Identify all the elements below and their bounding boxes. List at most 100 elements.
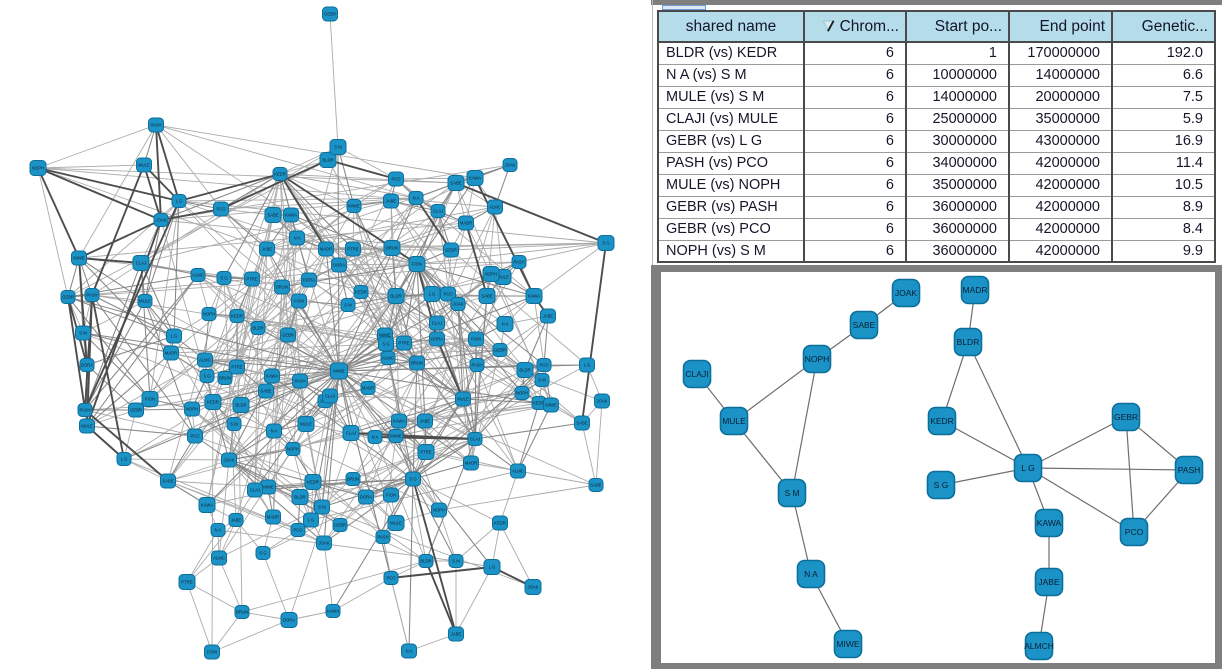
svg-text:MADR: MADR bbox=[362, 386, 374, 391]
svg-text:PCO: PCO bbox=[216, 207, 226, 212]
svg-text:CLAJ: CLAJ bbox=[433, 209, 443, 214]
svg-text:KEDR: KEDR bbox=[207, 400, 219, 405]
svg-text:JABE: JABE bbox=[543, 314, 554, 319]
svg-text:L G: L G bbox=[584, 363, 591, 368]
svg-text:BLDR: BLDR bbox=[420, 559, 431, 564]
svg-text:MULE: MULE bbox=[300, 422, 312, 427]
svg-text:JOAK: JOAK bbox=[895, 288, 918, 298]
svg-text:BRUN: BRUN bbox=[276, 285, 288, 290]
svg-text:KAWA: KAWA bbox=[201, 503, 213, 508]
svg-text:PTRE: PTRE bbox=[347, 247, 358, 252]
svg-text:JOAK: JOAK bbox=[453, 302, 464, 307]
svg-text:JOAK: JOAK bbox=[319, 541, 330, 546]
svg-text:S G: S G bbox=[409, 477, 416, 482]
svg-text:L G: L G bbox=[489, 565, 496, 570]
svg-text:S M: S M bbox=[334, 145, 342, 150]
svg-text:CLAJI: CLAJI bbox=[685, 369, 708, 379]
svg-text:PCO: PCO bbox=[391, 177, 401, 182]
svg-text:FION: FION bbox=[412, 262, 422, 267]
svg-text:NOPH: NOPH bbox=[516, 391, 528, 396]
svg-text:L G: L G bbox=[1021, 463, 1034, 473]
svg-text:GEBR: GEBR bbox=[324, 12, 336, 17]
svg-text:PCO: PCO bbox=[190, 434, 200, 439]
svg-text:PASH: PASH bbox=[1178, 465, 1201, 475]
svg-text:L G: L G bbox=[308, 518, 315, 523]
svg-text:MULE: MULE bbox=[390, 521, 402, 526]
svg-text:BLDR: BLDR bbox=[390, 294, 401, 299]
svg-text:S G: S G bbox=[934, 480, 949, 490]
svg-text:N A: N A bbox=[804, 569, 818, 579]
svg-text:DORA: DORA bbox=[431, 337, 443, 342]
svg-text:KEDR: KEDR bbox=[307, 480, 319, 485]
svg-text:PASH: PASH bbox=[471, 363, 482, 368]
svg-text:S M: S M bbox=[79, 331, 87, 336]
svg-text:MIWE: MIWE bbox=[262, 485, 274, 490]
svg-text:BLDR: BLDR bbox=[519, 368, 530, 373]
svg-text:DORA: DORA bbox=[81, 363, 93, 368]
svg-text:NOPH: NOPH bbox=[287, 447, 299, 452]
svg-text:PASH: PASH bbox=[294, 379, 305, 384]
svg-text:PCO: PCO bbox=[1125, 527, 1144, 537]
svg-text:KEDR: KEDR bbox=[274, 172, 286, 177]
svg-text:S G: S G bbox=[259, 551, 266, 556]
svg-text:FION: FION bbox=[145, 397, 155, 402]
svg-text:PTRE: PTRE bbox=[420, 450, 431, 455]
svg-text:MADR: MADR bbox=[165, 351, 177, 356]
svg-text:DORA: DORA bbox=[360, 495, 372, 500]
svg-text:DORA: DORA bbox=[283, 618, 295, 623]
svg-text:KAWA: KAWA bbox=[469, 176, 481, 181]
svg-text:GEBR: GEBR bbox=[62, 295, 74, 300]
svg-text:JOAK: JOAK bbox=[528, 585, 539, 590]
svg-text:MULE: MULE bbox=[497, 275, 509, 280]
svg-text:SABE: SABE bbox=[576, 421, 587, 426]
svg-text:S G: S G bbox=[382, 342, 389, 347]
svg-text:MULE: MULE bbox=[138, 163, 150, 168]
svg-text:MIWE: MIWE bbox=[333, 369, 345, 374]
svg-text:PASH: PASH bbox=[150, 123, 161, 128]
svg-text:JOAK: JOAK bbox=[224, 458, 235, 463]
svg-text:PCO: PCO bbox=[293, 528, 303, 533]
svg-text:KEDR: KEDR bbox=[355, 290, 367, 295]
svg-text:JABE: JABE bbox=[1038, 577, 1060, 587]
svg-text:KAWA: KAWA bbox=[285, 213, 297, 218]
svg-text:ALMC: ALMC bbox=[489, 205, 501, 210]
svg-text:S G: S G bbox=[220, 276, 227, 281]
svg-text:S M: S M bbox=[318, 505, 326, 510]
svg-text:JABE: JABE bbox=[262, 247, 273, 252]
svg-text:CLAJ: CLAJ bbox=[136, 261, 146, 266]
svg-text:CLAJ: CLAJ bbox=[346, 431, 356, 436]
svg-text:MADR: MADR bbox=[267, 515, 279, 520]
svg-text:CLAJ: CLAJ bbox=[432, 321, 442, 326]
svg-text:BLDR: BLDR bbox=[294, 495, 305, 500]
svg-text:MULE: MULE bbox=[457, 397, 469, 402]
svg-text:L G: L G bbox=[121, 457, 128, 462]
svg-text:S M: S M bbox=[784, 488, 799, 498]
svg-text:DORA: DORA bbox=[333, 263, 345, 268]
svg-text:ALMC: ALMC bbox=[213, 556, 225, 561]
svg-text:SABE: SABE bbox=[853, 320, 876, 330]
svg-text:PTRE: PTRE bbox=[398, 341, 409, 346]
svg-text:S G: S G bbox=[602, 241, 609, 246]
svg-text:BLDR: BLDR bbox=[252, 326, 263, 331]
svg-text:S M: S M bbox=[344, 303, 352, 308]
svg-text:FION: FION bbox=[471, 337, 481, 342]
svg-text:MIWE: MIWE bbox=[836, 639, 859, 649]
svg-text:MADR: MADR bbox=[962, 285, 987, 295]
svg-text:N A: N A bbox=[294, 236, 301, 241]
svg-text:BRUN: BRUN bbox=[386, 246, 398, 251]
svg-text:SABE: SABE bbox=[481, 294, 492, 299]
svg-text:FION: FION bbox=[386, 493, 396, 498]
svg-text:N A: N A bbox=[502, 322, 509, 327]
svg-text:MULE: MULE bbox=[139, 299, 151, 304]
svg-text:NOPH: NOPH bbox=[433, 508, 445, 513]
svg-text:KAWA: KAWA bbox=[528, 294, 540, 299]
svg-text:PTRE: PTRE bbox=[246, 277, 257, 282]
svg-text:PCO: PCO bbox=[386, 576, 396, 581]
svg-text:JOAK: JOAK bbox=[597, 399, 608, 404]
svg-text:FION: FION bbox=[294, 299, 304, 304]
svg-text:ALMC: ALMC bbox=[192, 273, 204, 278]
svg-text:JOAK: JOAK bbox=[505, 163, 516, 168]
svg-text:MADR: MADR bbox=[320, 247, 332, 252]
svg-text:PASH: PASH bbox=[79, 408, 90, 413]
svg-text:BRUN: BRUN bbox=[219, 376, 231, 381]
